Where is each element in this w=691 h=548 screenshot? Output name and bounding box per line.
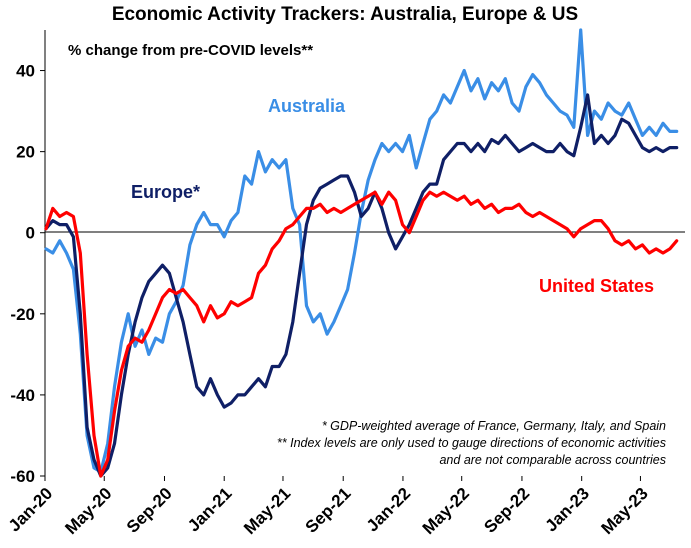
x-ticks: Jan-20 May-20 Sep-20 Jan-21 May-21 Sep-21 Jan-… <box>5 476 652 538</box>
x-tick-label: Jan-22 <box>363 484 415 536</box>
x-tick-label: Sep-20 <box>123 484 176 537</box>
footnote-index-levels: ** Index levels are only used to gauge d… <box>277 436 666 450</box>
series-label-united-states: United States <box>539 276 654 296</box>
chart-title: Economic Activity Trackers: Australia, E… <box>112 4 578 25</box>
series-label-australia: Australia <box>268 96 346 116</box>
series-label-europe: Europe* <box>131 182 200 202</box>
footnote-not-comparable: and are not comparable across countries <box>439 453 666 467</box>
series-line-united-states <box>44 190 679 478</box>
series-lines <box>44 28 679 478</box>
x-tick-label: Jan-21 <box>184 484 236 536</box>
series-line-australia <box>44 28 679 474</box>
series-line-europe <box>44 93 679 478</box>
y-tick-label: 20 <box>16 143 35 162</box>
y-tick-label: -20 <box>10 305 35 324</box>
x-tick-label: Sep-22 <box>480 484 533 537</box>
x-tick-label: May-21 <box>240 484 294 538</box>
y-tick-label: -40 <box>10 386 35 405</box>
x-tick-label: Jan-23 <box>541 484 593 536</box>
chart-subtitle: % change from pre-COVID levels** <box>68 42 313 59</box>
y-tick-label: 40 <box>16 62 35 81</box>
x-tick-label: May-22 <box>419 484 473 538</box>
x-tick-label: Sep-21 <box>302 484 355 537</box>
x-tick-label: May-20 <box>61 484 115 538</box>
footnotes: * GDP-weighted average of France, German… <box>277 419 666 467</box>
y-ticks: -60 -40 -20 0 20 40 <box>10 62 45 486</box>
x-tick-label: May-23 <box>598 484 652 538</box>
y-tick-label: 0 <box>26 224 35 243</box>
x-tick-label: Jan-20 <box>5 484 57 536</box>
footnote-gdp-weighted: * GDP-weighted average of France, German… <box>322 419 666 433</box>
y-tick-label: -60 <box>10 467 35 486</box>
